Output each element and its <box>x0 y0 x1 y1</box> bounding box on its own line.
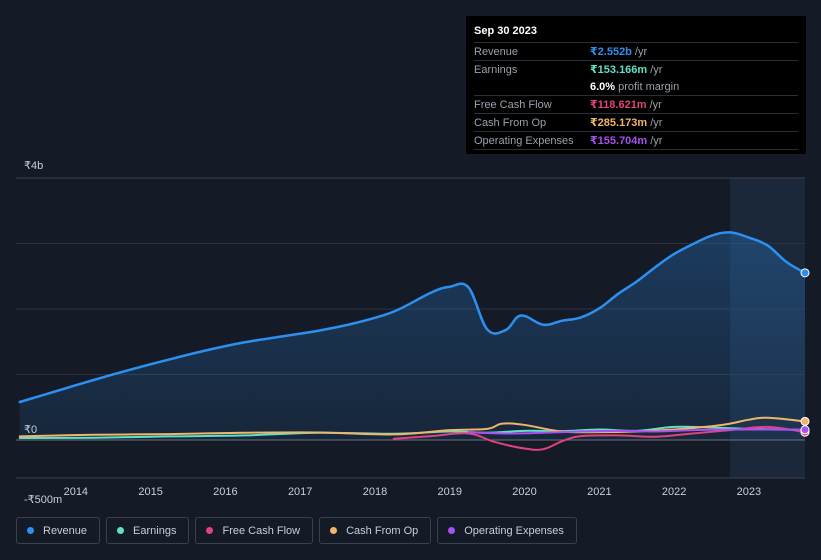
x-tick-label: 2014 <box>64 486 88 498</box>
tooltip-label: Cash From Op <box>474 116 547 129</box>
legend-item-cash-from-op[interactable]: Cash From Op <box>319 517 432 544</box>
tooltip-unit: /yr <box>650 63 663 76</box>
earnings-line <box>18 425 806 440</box>
operating-expenses-dot-icon <box>448 527 456 534</box>
tooltip-date: Sep 30 2023 <box>474 23 798 43</box>
revenue-end-marker <box>800 268 810 278</box>
cash-from-op-dot-icon <box>330 527 338 534</box>
legend-label: Operating Expenses <box>464 524 564 537</box>
x-tick-label: 2018 <box>363 486 387 498</box>
tooltip-label: Free Cash Flow <box>474 98 552 111</box>
earnings-dot-icon <box>117 527 125 534</box>
revenue-dot-icon <box>27 527 34 534</box>
x-tick-label: 2019 <box>438 486 462 498</box>
tooltip-label: Revenue <box>474 45 519 58</box>
legend-item-revenue[interactable]: Revenue <box>16 517 101 544</box>
tooltip-value: ₹285.173m <box>590 117 648 129</box>
tooltip-unit: /yr <box>634 45 648 58</box>
tooltip-row-operating-expenses: Operating Expenses ₹155.704m /yr <box>474 132 798 150</box>
x-tick-label: 2023 <box>737 486 761 498</box>
tooltip-value: ₹155.704m <box>590 135 648 147</box>
y-tick-label: ₹0 <box>24 424 37 436</box>
legend-label: Free Cash Flow <box>222 524 301 537</box>
free-cash-flow-dot-icon <box>206 527 214 534</box>
legend-label: Cash From Op <box>346 524 419 537</box>
revenue-line <box>18 231 807 404</box>
x-tick-label: 2022 <box>662 486 686 498</box>
data-tooltip: Sep 30 2023 Revenue ₹2.552b /yr Earnings… <box>466 16 806 154</box>
tooltip-unit: /yr <box>650 116 663 129</box>
tooltip-unit: /yr <box>649 98 662 111</box>
tooltip-value: ₹153.166m <box>590 64 648 76</box>
legend-label: Revenue <box>43 524 88 537</box>
x-tick-label: 2020 <box>512 486 536 498</box>
tooltip-row-profit-margin: 6.0% profit margin <box>474 78 798 96</box>
cash-from-op-end-marker <box>800 416 810 426</box>
y-tick-label: -₹500m <box>24 494 62 506</box>
tooltip-value: ₹118.621m <box>590 99 647 111</box>
legend-item-operating-expenses[interactable]: Operating Expenses <box>437 517 577 544</box>
tooltip-label: Earnings <box>474 63 518 76</box>
revenue-area <box>19 232 806 440</box>
x-tick-label: 2021 <box>587 486 611 498</box>
legend-item-earnings[interactable]: Earnings <box>106 517 190 544</box>
cash-from-op-line <box>18 416 806 438</box>
tooltip-value: ₹2.552b <box>590 46 632 58</box>
tooltip-unit: profit margin <box>618 80 680 93</box>
x-tick-label: 2017 <box>288 486 312 498</box>
y-tick-label: ₹4b <box>24 160 43 172</box>
tooltip-unit: /yr <box>650 134 663 147</box>
tooltip-label: Operating Expenses <box>474 134 574 147</box>
tooltip-row-earnings: Earnings ₹153.166m /yr <box>474 61 798 78</box>
tooltip-row-cash-from-op: Cash From Op ₹285.173m /yr <box>474 114 798 132</box>
tooltip-row-free-cash-flow: Free Cash Flow ₹118.621m /yr <box>474 96 798 114</box>
legend-item-free-cash-flow[interactable]: Free Cash Flow <box>195 517 314 544</box>
tooltip-row-revenue: Revenue ₹2.552b /yr <box>474 43 798 61</box>
operating-expenses-end-marker <box>800 425 810 435</box>
legend-label: Earnings <box>133 524 177 537</box>
tooltip-value: 6.0% <box>590 80 616 93</box>
chart-legend: Revenue Earnings Free Cash Flow Cash Fro… <box>16 517 577 544</box>
x-tick-label: 2016 <box>213 486 237 498</box>
x-tick-label: 2015 <box>138 486 162 498</box>
operating-expenses-line <box>467 428 806 435</box>
